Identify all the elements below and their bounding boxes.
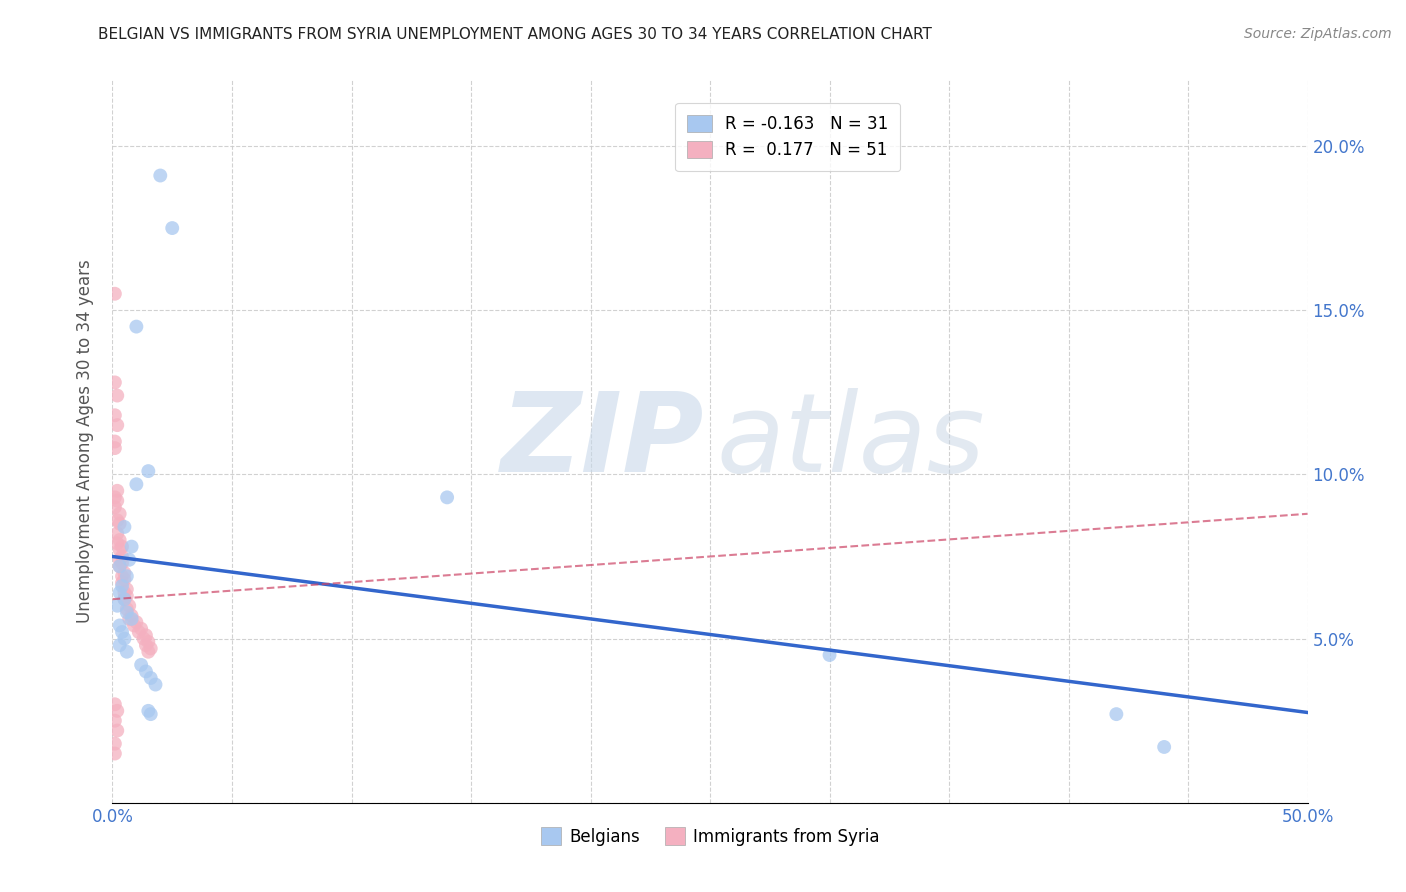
Legend: Belgians, Immigrants from Syria: Belgians, Immigrants from Syria <box>534 821 886 852</box>
Point <box>104 500 127 515</box>
Point <box>105 526 128 541</box>
Point <box>115 582 138 597</box>
Point <box>114 585 135 599</box>
Point <box>118 553 141 567</box>
Point <box>104 376 127 390</box>
Point <box>104 434 127 449</box>
Point <box>104 698 127 712</box>
Text: atlas: atlas <box>716 388 984 495</box>
Point <box>145 677 167 691</box>
Point <box>122 618 145 632</box>
Point <box>104 441 127 455</box>
Point <box>108 559 131 574</box>
Point <box>108 542 131 557</box>
Point <box>125 477 148 491</box>
Point <box>138 464 160 478</box>
Point <box>149 169 172 183</box>
Point <box>105 704 128 718</box>
Point <box>132 632 155 646</box>
Point <box>108 585 131 599</box>
Point <box>125 615 148 630</box>
Point <box>118 612 141 626</box>
Point <box>105 723 128 738</box>
Point <box>115 602 138 616</box>
Point <box>104 747 127 761</box>
Point <box>138 645 160 659</box>
Point <box>111 540 134 554</box>
Point <box>135 638 157 652</box>
Point <box>118 599 141 613</box>
Point <box>138 635 160 649</box>
Point <box>105 513 128 527</box>
Point <box>115 589 138 603</box>
Point <box>129 622 152 636</box>
Point <box>135 628 157 642</box>
Point <box>104 491 127 505</box>
Point <box>114 592 135 607</box>
Point <box>108 553 131 567</box>
Point <box>129 657 152 672</box>
Point <box>114 520 135 534</box>
Point <box>105 483 128 498</box>
Y-axis label: Unemployment Among Ages 30 to 34 years: Unemployment Among Ages 30 to 34 years <box>76 260 94 624</box>
Point <box>114 566 135 580</box>
Point <box>108 516 131 531</box>
Point <box>108 638 131 652</box>
Point <box>121 540 143 554</box>
Point <box>128 625 150 640</box>
Point <box>111 569 134 583</box>
Point <box>139 641 162 656</box>
Point <box>111 556 134 570</box>
Point <box>104 409 127 423</box>
Text: Source: ZipAtlas.com: Source: ZipAtlas.com <box>1244 27 1392 41</box>
Point <box>436 491 458 505</box>
Point <box>1153 739 1175 754</box>
Point <box>135 665 157 679</box>
Point <box>104 737 127 751</box>
Point <box>114 632 135 646</box>
Point <box>105 599 128 613</box>
Point <box>105 493 128 508</box>
Point <box>108 618 131 632</box>
Text: BELGIAN VS IMMIGRANTS FROM SYRIA UNEMPLOYMENT AMONG AGES 30 TO 34 YEARS CORRELAT: BELGIAN VS IMMIGRANTS FROM SYRIA UNEMPLO… <box>98 27 932 42</box>
Point <box>818 648 841 662</box>
Point <box>105 388 128 402</box>
Point <box>121 608 143 623</box>
Point <box>114 592 135 607</box>
Point <box>139 671 162 685</box>
Point <box>108 507 131 521</box>
Point <box>115 645 138 659</box>
Point <box>115 569 138 583</box>
Point <box>104 286 127 301</box>
Point <box>162 221 183 235</box>
Point <box>138 704 160 718</box>
Point <box>125 319 148 334</box>
Point <box>139 707 162 722</box>
Point <box>1105 707 1128 722</box>
Text: ZIP: ZIP <box>501 388 704 495</box>
Point <box>114 573 135 587</box>
Point <box>115 605 138 619</box>
Point <box>111 579 134 593</box>
Point <box>108 559 131 574</box>
Point <box>105 418 128 433</box>
Point <box>105 536 128 550</box>
Point <box>104 714 127 728</box>
Point <box>108 533 131 547</box>
Point <box>111 575 134 590</box>
Point <box>111 549 134 564</box>
Point <box>111 625 134 640</box>
Point <box>121 612 143 626</box>
